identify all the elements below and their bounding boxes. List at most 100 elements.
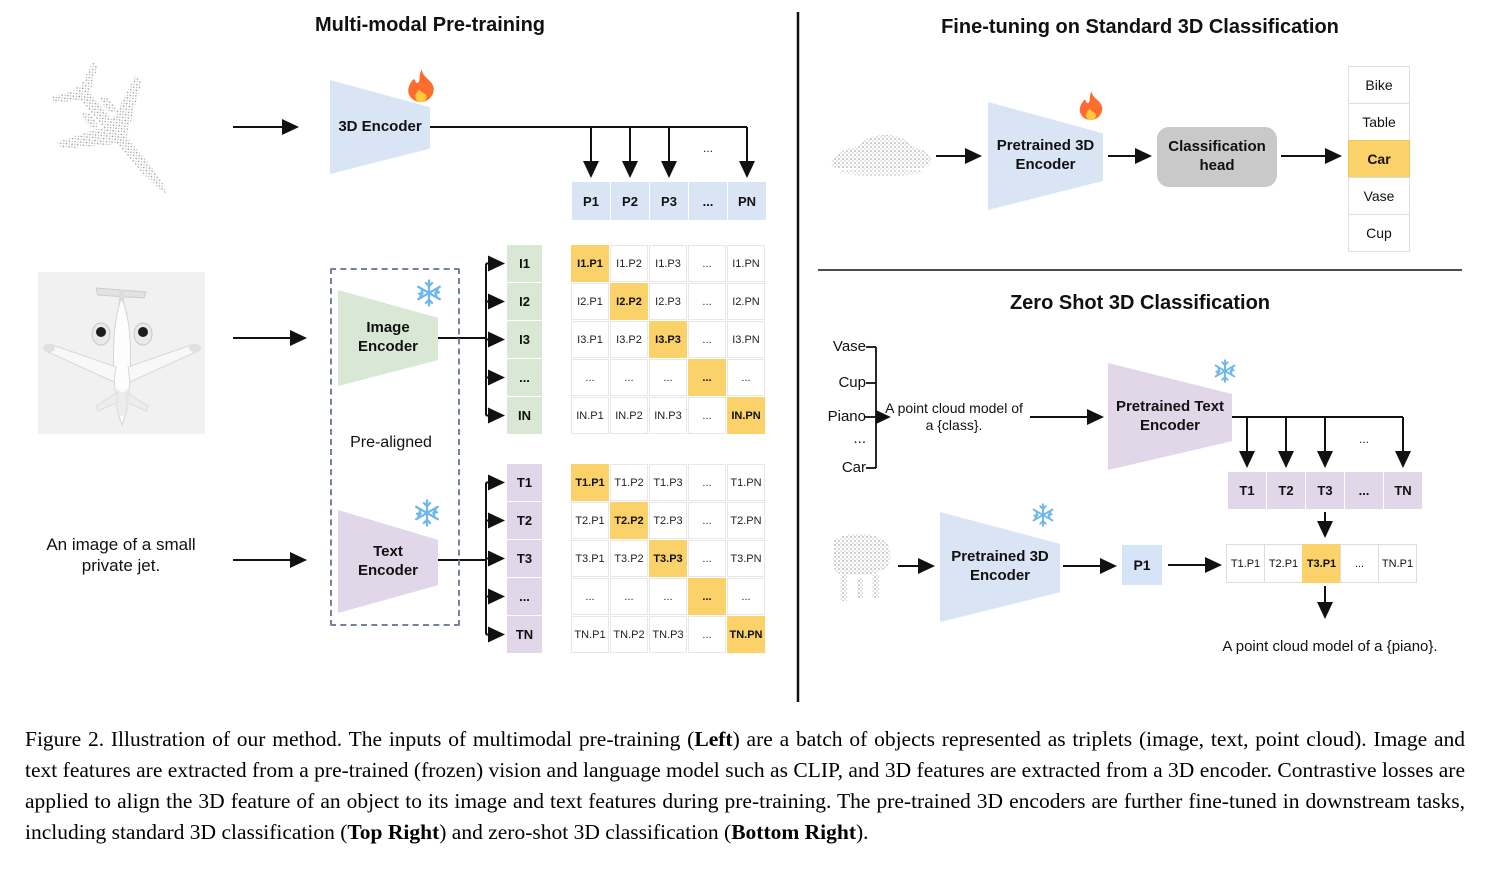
p1-feature-cell: P1: [1122, 545, 1162, 585]
similarity-matrix-cell: ...: [688, 540, 726, 577]
pre-aligned-box: [330, 268, 460, 626]
text-feature-cell: T3: [1306, 472, 1344, 509]
similarity-matrix-cell: TN.P3: [649, 616, 687, 653]
similarity-matrix-cell: ...: [610, 359, 648, 396]
caption-text: Figure 2. Illustration of our method. Th…: [25, 727, 695, 751]
similarity-matrix-cell: ...: [688, 321, 726, 358]
flame-icon: [408, 69, 434, 102]
flame-icon: [1079, 91, 1103, 120]
pretrained-text-encoder-label: Pretrained Text Encoder: [1115, 397, 1225, 434]
similarity-result-cell: T2.P1: [1264, 544, 1303, 583]
similarity-matrix-cell: I1.P2: [610, 245, 648, 282]
top-right-section-title: Fine-tuning on Standard 3D Classificatio…: [941, 16, 1339, 38]
text-encoder-label: Text Encoder: [357, 542, 418, 579]
image-feature-cell: IN: [507, 397, 542, 434]
similarity-result-cell: T3.P1: [1302, 544, 1341, 583]
similarity-matrix-cell: I2.P3: [649, 283, 687, 320]
similarity-matrix-cell: I3.P1: [571, 321, 609, 358]
similarity-matrix-cell: T1.PN: [727, 464, 765, 501]
snowflake-icon: [416, 279, 442, 307]
zero-shot-result-caption: A point cloud model of a {piano}.: [1222, 638, 1438, 655]
similarity-matrix-cell: I3.P3: [649, 321, 687, 358]
similarity-matrix-cell: T2.P3: [649, 502, 687, 539]
similarity-matrix-cell: I1.P3: [649, 245, 687, 282]
snowflake-icon: [1214, 359, 1236, 383]
airplane-photo: [38, 272, 205, 434]
snowflake-icon: [414, 499, 440, 527]
class-list-item: Car: [1348, 140, 1410, 178]
zero-shot-class-name: Vase: [832, 338, 866, 355]
text-feature-cell: T1: [1228, 472, 1266, 509]
class-list-item: Cup: [1348, 214, 1410, 252]
p-feature-cell: P2: [611, 182, 649, 220]
class-list-item: Table: [1348, 103, 1410, 141]
similarity-matrix-cell: T1.P1: [571, 464, 609, 501]
p-feature-cell: P1: [572, 182, 610, 220]
similarity-matrix-cell: T2.P2: [610, 502, 648, 539]
point-cloud-airplane: [49, 61, 168, 194]
caption-bold-text: Left: [694, 727, 733, 751]
figure-caption: Figure 2. Illustration of our method. Th…: [25, 724, 1465, 848]
similarity-matrix-cell: ...: [727, 578, 765, 615]
encoder-3d-label: 3D Encoder: [338, 117, 422, 135]
text-feature-cell: TN: [1384, 472, 1422, 509]
similarity-matrix-cell: IN.P3: [649, 397, 687, 434]
t-row-ellipsis: ...: [1358, 432, 1369, 446]
image-caption-input: An image of a small private jet.: [46, 535, 196, 575]
text-feature-labels: T1 T2 T3... TN: [507, 464, 542, 653]
p-feature-cell: P3: [650, 182, 688, 220]
caption-bold-text: Top Right: [347, 820, 440, 844]
image-encoder-label: Image Encoder: [357, 319, 418, 355]
similarity-matrix-cell: ...: [571, 359, 609, 396]
similarity-matrix-cell: ...: [571, 578, 609, 615]
snowflake-icon: [1032, 503, 1054, 527]
similarity-matrix-cell: ...: [688, 616, 726, 653]
prompt-template-line1: A point cloud model of: [885, 400, 1023, 416]
zero-shot-class-names: Vase Cup Piano... Car: [798, 338, 866, 488]
text-feature-cell: T3: [507, 540, 542, 577]
point-cloud-piano: [832, 533, 891, 601]
similarity-matrix-cell: I2.PN: [727, 283, 765, 320]
similarity-matrix-cell: T3.P1: [571, 540, 609, 577]
caption-text: ) are a batch of objects represented as …: [25, 727, 1466, 844]
pretrained-3d-encoder-zs-label: Pretrained 3D Encoder: [951, 548, 1049, 584]
point-cloud-car: [831, 134, 932, 176]
similarity-matrix-cell: ...: [688, 245, 726, 282]
class-list-item: Vase: [1348, 177, 1410, 215]
similarity-matrix-cell: T3.P2: [610, 540, 648, 577]
class-list-item: Bike: [1348, 66, 1410, 104]
similarity-matrix-cell: ...: [610, 578, 648, 615]
similarity-matrix-cell: I3.PN: [727, 321, 765, 358]
image-feature-labels: I1 I2 I3... IN: [507, 245, 542, 434]
class-prediction-list: Bike Table Car Vase Cup: [1348, 66, 1410, 252]
similarity-result-row: T1.P1 T2.P1 T3.P1... TN.P1: [1226, 544, 1417, 583]
text-feature-cell: ...: [1345, 472, 1383, 509]
prompt-template: A point cloud model of a {class}.: [880, 400, 1028, 434]
zero-shot-class-name: Cup: [838, 374, 866, 391]
p-feature-row: P1 P2 P3... PN: [572, 182, 766, 220]
similarity-matrix-cell: TN.P2: [610, 616, 648, 653]
similarity-matrix-cell: I1.P1: [571, 245, 609, 282]
image-feature-cell: ...: [507, 359, 542, 396]
caption-text: ).: [856, 820, 869, 844]
p-row-ellipsis: ...: [702, 141, 713, 155]
p-feature-cell: PN: [728, 182, 766, 220]
pre-aligned-label: Pre-aligned: [350, 434, 432, 451]
zero-shot-class-name: ...: [853, 430, 866, 447]
similarity-matrix-cell: ...: [688, 464, 726, 501]
similarity-result-cell: ...: [1340, 544, 1379, 583]
text-feature-cell: T1: [507, 464, 542, 501]
classification-head-block: Classification head: [1157, 127, 1277, 187]
zero-shot-class-name: Piano: [827, 408, 866, 425]
bottom-right-section-title: Zero Shot 3D Classification: [1009, 292, 1271, 314]
image-feature-cell: I3: [507, 321, 542, 358]
p-feature-cell: ...: [689, 182, 727, 220]
image-feature-cell: I1: [507, 245, 542, 282]
similarity-matrix-cell: I3.P2: [610, 321, 648, 358]
caption-text: ) and zero-shot 3D classification (: [439, 820, 732, 844]
text-feature-cell: ...: [507, 578, 542, 615]
similarity-matrix-cell: ...: [688, 283, 726, 320]
similarity-matrix-cell: ...: [688, 578, 726, 615]
similarity-matrix-cell: IN.P2: [610, 397, 648, 434]
